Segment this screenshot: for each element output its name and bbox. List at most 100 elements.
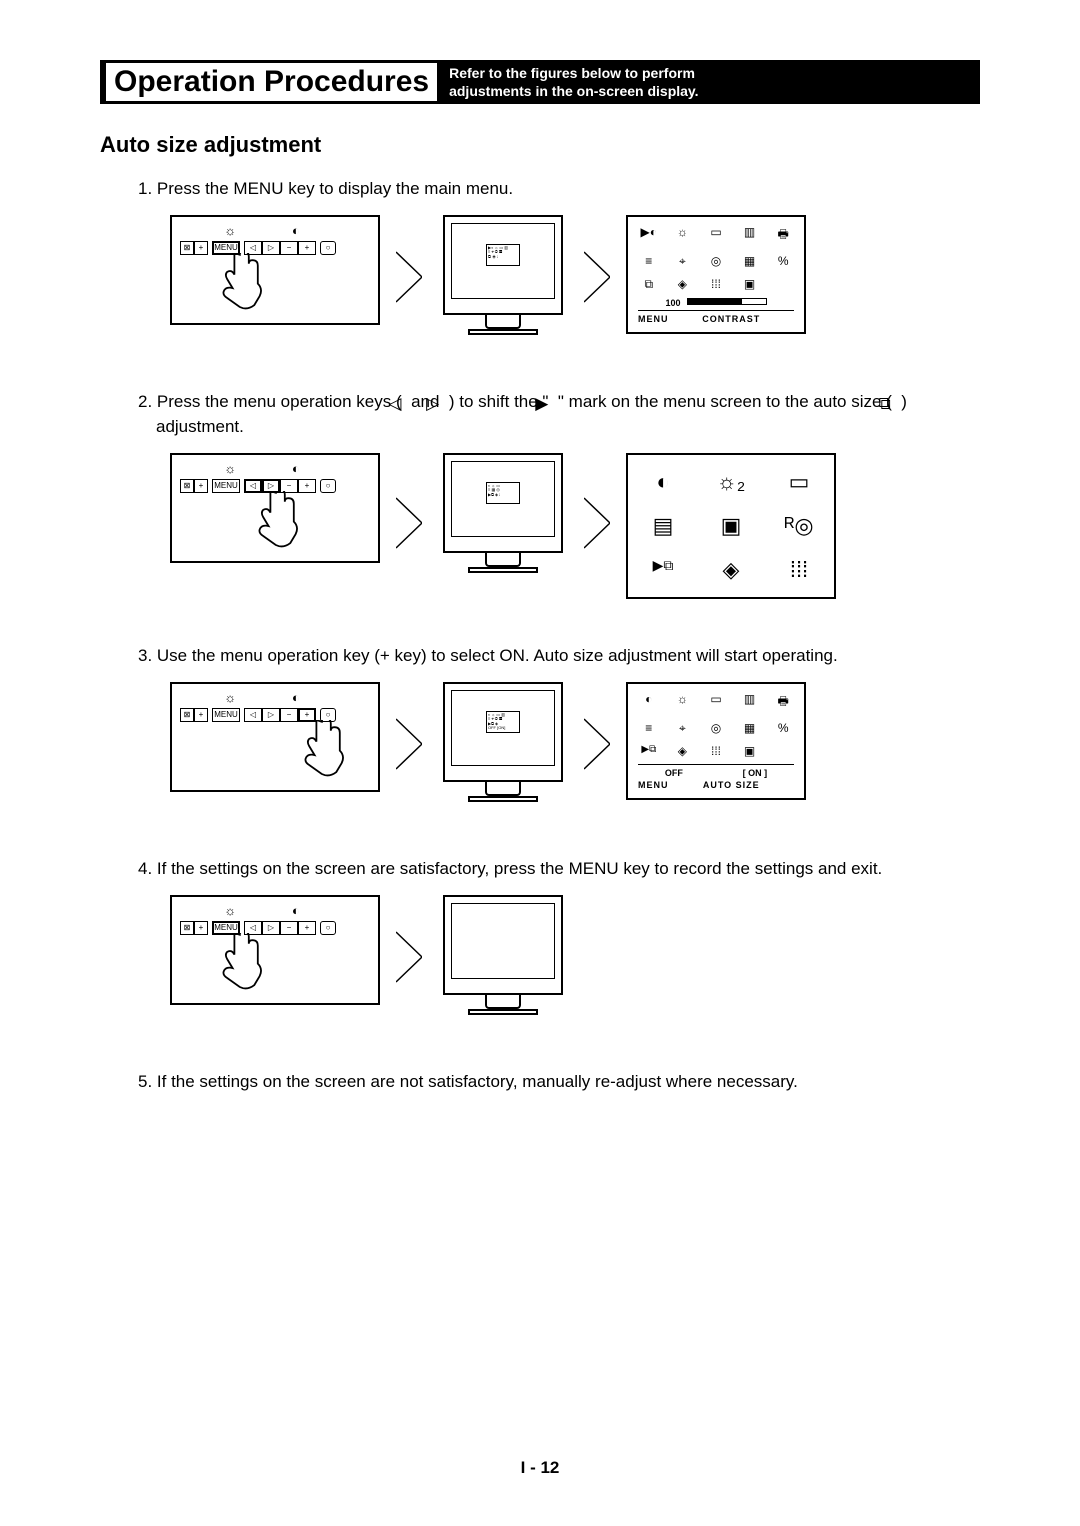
diamond-icon: ◈ <box>678 277 687 292</box>
power-button[interactable]: ○ <box>320 921 336 935</box>
osd-menu-label: MENU <box>638 314 669 324</box>
target-icon: ◎ <box>711 254 721 269</box>
vol-plus-button[interactable]: + <box>194 708 208 722</box>
connector-lines-icon <box>584 478 610 573</box>
wheel-icon: ⌖ <box>679 721 686 736</box>
connector-lines-icon <box>396 232 422 327</box>
mute-button[interactable]: ⊠ <box>180 479 194 493</box>
step-1-text: 1. Press the MENU key to display the mai… <box>100 178 980 201</box>
connector-lines-icon <box>584 699 610 794</box>
vol-plus-button[interactable]: + <box>194 921 208 935</box>
right-button[interactable]: ▷ <box>262 708 280 722</box>
grid-icon: ▦ <box>744 721 755 736</box>
page-number: I - 12 <box>0 1458 1080 1478</box>
menu-button[interactable]: MENU <box>212 708 240 722</box>
panel-top-icons: ☼ ◐ <box>172 461 378 476</box>
box-icon: ▣ <box>744 277 755 292</box>
lines-icon: ≡ <box>645 254 652 269</box>
vsize-icon: ▥ <box>744 225 755 246</box>
mute-button[interactable]: ⊠ <box>180 241 194 255</box>
plus-button[interactable]: + <box>298 921 316 935</box>
contrast-icon: ◐ <box>656 469 669 495</box>
hand-pointer-icon <box>290 720 350 792</box>
pct-icon: % <box>778 721 789 736</box>
diamond-icon: ◈ <box>678 744 687 758</box>
monitor-diagram-3: ◐ ☼ ▭ ▥≡ ⌖ ◎ ▦▶⧉ ◈OFF [ON] <box>438 682 568 812</box>
hand-pointer-icon <box>208 253 268 325</box>
step-4-text: 4. If the settings on the screen are sat… <box>100 858 980 881</box>
vol-plus-button[interactable]: + <box>194 479 208 493</box>
power-button[interactable]: ○ <box>320 241 336 255</box>
panel-top-icons: ☼ ◐ <box>172 223 378 238</box>
hpos-icon: ▭ <box>710 225 721 246</box>
monitor-diagram-1: ▶◐ ☼ ▭ ▥≡ ⌖ ◎ ▦⧉ ◈ ⁞ <box>438 215 568 345</box>
menu-button[interactable]: MENU <box>212 479 240 493</box>
osd-value: 100 <box>665 298 680 308</box>
rgb-block-icon: ⁞⁞⁞ <box>790 557 808 583</box>
osd-on-label: [ ON ] <box>743 768 768 778</box>
osd-panel-3: ◐ ☼ ▭ ▥ 🖶 ≡ ⌖ ◎ ▦ % ▶⧉ ◈ ⁞⁞⁞ ▣ OFF [ ON … <box>626 682 806 800</box>
rgb-icon: ⁞⁞⁞ <box>711 277 721 292</box>
osd-mode-label: AUTO SIZE <box>669 780 795 790</box>
cursor-auto-icon: ▶⧉ <box>653 557 674 583</box>
control-panel-1: ☼ ◐ ⊠ + MENU ◁ ▷ − + ○ <box>170 215 380 325</box>
panel-top-icons: ☼ ◐ <box>172 690 378 705</box>
osd-panel-1: ▶◐ ☼ ▭ ▥ 🖶 ≡ ⌖ ◎ ▦ % ⧉ ◈ ⁞⁞⁞ ▣ 100 <box>626 215 806 334</box>
connector-lines-icon <box>396 699 422 794</box>
minus-button[interactable]: − <box>280 241 298 255</box>
pct-icon: % <box>778 254 789 269</box>
header-subtitle: Refer to the figures below to perform ad… <box>449 64 698 100</box>
auto-icon: ⧉ <box>645 277 654 292</box>
box-icon: ▣ <box>744 744 755 758</box>
header-title: Operation Procedures <box>104 61 439 103</box>
connector-lines-icon <box>584 232 610 327</box>
hpos-icon: ▭ <box>789 469 810 495</box>
step-2a: 2. Press the menu operation keys ( <box>138 392 406 411</box>
monitor-diagram-2: ◐ ☼ ▭≡ ▦ ◎▶⧉ ◈ ⁞ <box>438 453 568 583</box>
mute-button[interactable]: ⊠ <box>180 708 194 722</box>
target-icon: ◎ <box>711 721 721 736</box>
grid-icon: ▦ <box>744 254 755 269</box>
figure-4: ☼ ◐ ⊠ + MENU ◁ ▷ − + ○ <box>170 895 980 1025</box>
step-2d: " mark on the menu screen to the auto si… <box>553 392 896 411</box>
control-panel-4: ☼ ◐ ⊠ + MENU ◁ ▷ − + ○ <box>170 895 380 1005</box>
clock-icon: ᴿ◎ <box>784 513 813 539</box>
figure-2: ☼ ◐ ⊠ + MENU ◁ ▷ − + ○ <box>170 453 980 599</box>
monitor-diagram-4 <box>438 895 568 1025</box>
step-3-text: 3. Use the menu operation key (+ key) to… <box>100 645 980 668</box>
osd-menu-label: MENU <box>638 780 669 790</box>
hand-pointer-icon <box>208 933 268 1005</box>
osd-mode-label: CONTRAST <box>669 314 795 324</box>
osd-panel-2: ◐ ☼₂ ▭ ▤ ▣ ᴿ◎ ▶⧉ ◈ ⁞⁞⁞ <box>626 453 836 599</box>
hpos-icon: ▭ <box>710 692 721 713</box>
control-panel-2: ☼ ◐ ⊠ + MENU ◁ ▷ − + ○ <box>170 453 380 563</box>
vsize-icon: ▥ <box>744 692 755 713</box>
cursor-auto-icon: ▶⧉ <box>641 744 656 758</box>
connector-lines-icon <box>396 478 422 573</box>
plus-button[interactable]: + <box>298 241 316 255</box>
brightness-icon: ☼ <box>677 692 688 713</box>
section-title: Auto size adjustment <box>100 132 980 158</box>
minus-button[interactable]: − <box>280 921 298 935</box>
power-button[interactable]: ○ <box>320 479 336 493</box>
contrast-icon: ◐ <box>645 692 652 713</box>
lock-icon: 🖶 <box>778 692 789 713</box>
left-button[interactable]: ◁ <box>244 708 262 722</box>
rgb-icon: ⁞⁞⁞ <box>711 744 721 758</box>
header-banner: Operation Procedures Refer to the figure… <box>100 60 980 104</box>
hand-pointer-icon <box>244 491 304 563</box>
control-panel-3: ☼ ◐ ⊠ + MENU ◁ ▷ − + ○ <box>170 682 380 792</box>
osd-cursor-icon: ▶◐ <box>641 225 657 246</box>
lock-icon: 🖶 <box>778 225 789 246</box>
figure-1: ☼ ◐ ⊠ + MENU ◁ ▷ − + ○ <box>170 215 980 345</box>
lines-icon: ≡ <box>645 721 652 736</box>
osd-off-label: OFF <box>665 768 683 778</box>
figure-3: ☼ ◐ ⊠ + MENU ◁ ▷ − + ○ <box>170 682 980 812</box>
connector-lines-icon <box>396 912 422 1007</box>
step-2-text: 2. Press the menu operation keys ( ◁ and… <box>100 391 980 439</box>
wheel-icon: ⌖ <box>679 254 686 269</box>
mute-button[interactable]: ⊠ <box>180 921 194 935</box>
osd-progress-bar <box>687 298 767 305</box>
vol-plus-button[interactable]: + <box>194 241 208 255</box>
screen-icon: ▣ <box>721 513 742 539</box>
